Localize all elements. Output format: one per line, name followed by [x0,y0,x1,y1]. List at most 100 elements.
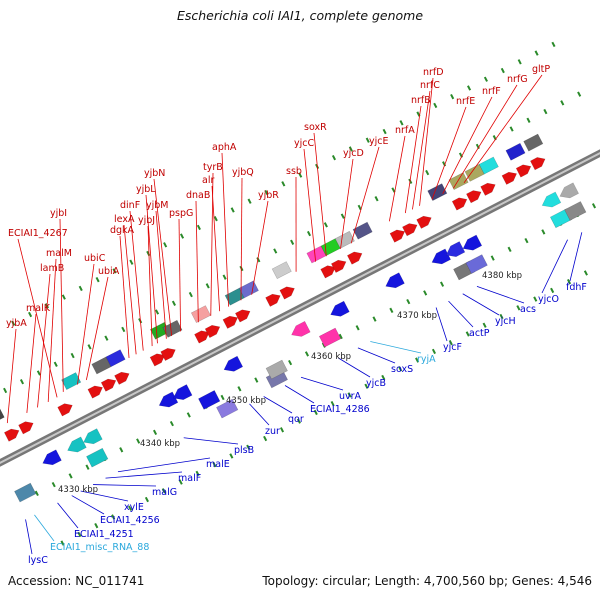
gene-label-yjbQ[interactable]: yjbQ [232,167,254,178]
tick-mark [389,307,394,314]
label-leader-line [462,293,500,316]
tick-mark [534,50,539,56]
gene-label-lysC[interactable]: lysC [28,555,48,566]
label-leader-line [105,471,183,479]
scale-label-4350: 4350 kbp [226,396,266,406]
forward-gene-arrow [57,403,73,417]
reverse-gene-arrow [83,428,103,445]
gene-label-nrfC[interactable]: nrfC [420,80,440,91]
gene-label-ubiC[interactable]: ubiC [84,253,106,264]
gene-label-actP[interactable]: actP [469,328,490,339]
gene-label-ECIAI1_4267[interactable]: ECIAI1_4267 [8,228,68,239]
gene-label-yjcD[interactable]: yjcD [343,148,364,159]
gene-label-malK[interactable]: malK [26,303,51,314]
tick-mark [382,128,387,135]
gene-label-ubiA[interactable]: ubiA [98,266,120,277]
gene-label-dnaB[interactable]: dnaB [186,190,210,201]
gene-label-yjbI[interactable]: yjbI [50,208,67,219]
gene-label-malE[interactable]: malE [206,459,230,470]
tick-mark [61,294,66,300]
gene-label-nrfA[interactable]: nrfA [395,125,415,136]
gene-label-yjbL[interactable]: yjbL [136,184,156,195]
gene-label-nrfE[interactable]: nrfE [456,96,475,107]
gene-label-nrfD[interactable]: nrfD [423,67,444,78]
gene-label-ECIAI1_4251[interactable]: ECIAI1_4251 [74,529,134,540]
gene-label-ssb[interactable]: ssb [286,166,302,177]
gene-label-ECIAI1_4256[interactable]: ECIAI1_4256 [100,515,160,526]
gene-label-alr[interactable]: alr [202,175,214,186]
label-leader-line [93,484,157,487]
gene-label-aphA[interactable]: aphA [212,142,237,153]
reverse-gene-arrow [559,182,579,199]
label-leader-line [145,194,158,344]
gene-label-yjcE[interactable]: yjcE [369,136,389,147]
gene-label-yjcC[interactable]: yjcC [294,138,314,149]
reverse-gene-box [86,447,109,468]
gene-label-yjbN[interactable]: yjbN [144,168,165,179]
gene-label-lamB[interactable]: lamB [40,263,64,274]
gene-label-lexA[interactable]: lexA [114,214,135,225]
forward-gene-arrow [204,325,221,339]
gene-label-malM[interactable]: malM [46,248,72,259]
tick-mark [541,229,546,235]
label-leader-line [357,347,396,364]
forward-gene-arrow [451,197,468,211]
label-leader-line [412,90,431,210]
gene-label-yjbR[interactable]: yjbR [258,190,279,201]
gene-label-yjcO[interactable]: yjcO [538,294,559,305]
gene-label-dgkA[interactable]: dgkA [110,225,135,236]
forward-gene-arrow [160,347,176,361]
gene-label-zur[interactable]: zur [265,426,280,437]
tick-mark [196,224,201,231]
gene-label-qor[interactable]: qor [288,414,304,425]
tick-mark [51,481,56,488]
tick-mark [28,311,33,318]
gene-labels: yjbA malK lamB malM ECIAI1_4267 yjbI ubi… [6,64,587,566]
gene-label-pspG[interactable]: pspG [169,208,193,219]
forward-gene-box [0,407,5,425]
label-leader-line [211,185,221,312]
gene-label-ryjA[interactable]: ryjA [417,354,436,365]
gene-label-ECIAI1_4286[interactable]: ECIAI1_4286 [310,404,370,415]
tick-mark [264,189,269,196]
gene-label-yjbJ[interactable]: yjbJ [138,215,155,226]
label-leader-line [117,457,211,473]
label-leader-line [448,300,474,328]
gene-label-yjbA[interactable]: yjbA [6,318,27,329]
scale-label-4340: 4340 kbp [140,439,180,449]
gene-label-uvrA[interactable]: uvrA [339,391,362,402]
gene-label-xylE[interactable]: xylE [124,502,144,513]
forward-gene-arrow [389,229,406,243]
gene-label-malG[interactable]: malG [152,487,177,498]
gene-label-gltP[interactable]: gltP [532,64,550,75]
gene-label-acs[interactable]: acs [520,304,536,315]
gene-label-nrfG[interactable]: nrfG [507,74,528,85]
forward-gene-box [352,221,373,240]
gene-label-nrfB[interactable]: nrfB [411,95,431,106]
gene-label-yjcF[interactable]: yjcF [443,342,462,353]
gene-label-fdhF[interactable]: fdhF [566,282,587,293]
tick-mark [482,322,487,328]
gene-label-malF[interactable]: malF [178,473,201,484]
tick-mark [330,400,335,407]
reverse-gene-arrow [158,391,179,408]
gene-label-yjcB[interactable]: yjcB [366,378,386,389]
gene-label-nrfF[interactable]: nrfF [482,86,501,97]
tick-mark [212,461,217,468]
label-leader-line [249,403,270,426]
label-leader-line [541,239,568,294]
gene-label-soxR[interactable]: soxR [304,122,327,133]
gene-label-soxS[interactable]: soxS [391,364,413,375]
scale-label-4360: 4360 kbp [311,352,351,362]
tick-mark [19,379,25,385]
gene-label-yjcH[interactable]: yjcH [495,316,516,327]
tick-mark [551,41,556,48]
gene-label-dinF[interactable]: dinF [120,200,140,211]
gene-label-plsB[interactable]: plsB [234,445,254,456]
reverse-gene-box [198,390,221,410]
gene-label-ECIAI1_misc_RNA_88[interactable]: ECIAI1_misc_RNA_88 [50,542,149,553]
gene-label-tyrB[interactable]: tyrB [203,162,223,173]
gene-label-yjbM[interactable]: yjbM [146,200,169,211]
tick-mark [112,268,117,274]
